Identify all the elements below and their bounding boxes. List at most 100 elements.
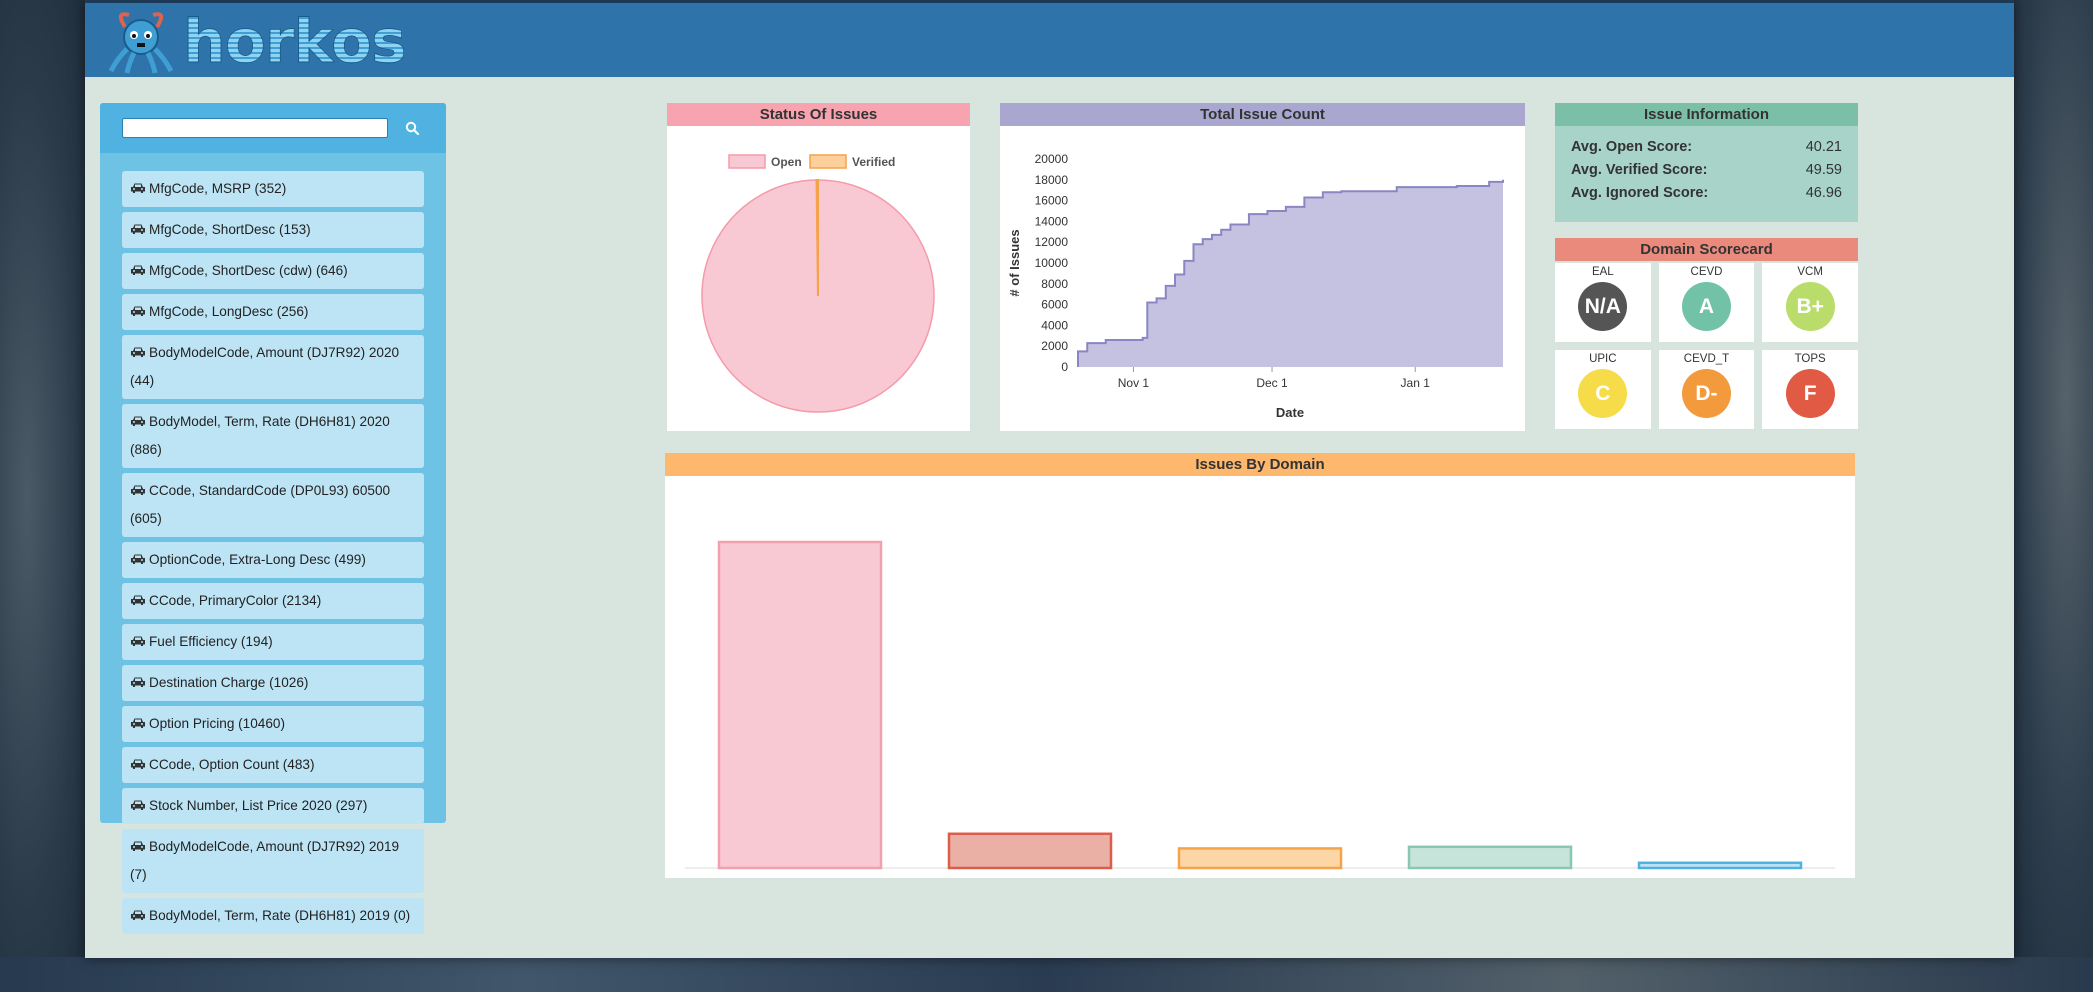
grade-badge[interactable]: A <box>1681 282 1731 331</box>
legend-swatch[interactable] <box>728 154 766 169</box>
sidebar-item[interactable]: Destination Charge (1026) <box>122 665 424 701</box>
legend-label: Open <box>771 155 802 169</box>
scorecard-cell: VCM B+ <box>1762 263 1858 342</box>
pie-slice-verified[interactable] <box>815 178 819 297</box>
top-navbar: horkos <box>85 0 2014 77</box>
panel-title: Issues By Domain <box>665 453 1855 476</box>
total-issue-count-panel: Total Issue Count 0 2000 4000 6000 8000 10000… <box>1000 103 1525 431</box>
domain-scorecard-panel: Domain Scorecard EAL N/A CEVD A VCM B+ UPIC C CE… <box>1555 238 1858 429</box>
info-label: Avg. Ignored Score: <box>1571 185 1709 201</box>
bar-dmi[interactable] <box>1637 861 1803 870</box>
scorecard-cell: CEVD A <box>1658 263 1755 342</box>
car-icon <box>131 910 145 920</box>
sidebar-item-label: Destination Charge (1026) <box>149 675 309 690</box>
sidebar-item-label: Option Pricing (10460) <box>149 716 286 731</box>
legend-label: Verified <box>852 155 895 169</box>
y-tick-label: 18000 <box>1035 173 1069 187</box>
status-of-issues-panel: Status Of Issues Open Verified <box>667 103 970 431</box>
scorecard-cell: TOPS F <box>1762 350 1858 429</box>
sidebar-item-label: MfgCode, LongDesc (256) <box>149 304 309 319</box>
sidebar-item-label: MfgCode, ShortDesc (cdw) (646) <box>149 263 348 278</box>
area-fill <box>1078 179 1503 367</box>
bar-cevd[interactable] <box>717 540 883 870</box>
car-icon <box>131 800 145 810</box>
sidebar-item[interactable]: CCode, Option Count (483) <box>122 747 424 783</box>
grade-badge[interactable]: B+ <box>1785 282 1835 331</box>
grade-badge[interactable]: F <box>1785 369 1835 418</box>
sidebar-item-label: Stock Number, List Price 2020 (297) <box>149 798 368 813</box>
rule-list: MfgCode, MSRP (352) MfgCode, ShortDesc (1… <box>122 171 424 939</box>
y-tick-label: 0 <box>1061 360 1068 374</box>
scorecard-cell: EAL N/A <box>1555 263 1651 342</box>
octopus-mascot-icon <box>108 12 174 74</box>
sidebar-item[interactable]: Fuel Efficiency (194) <box>122 624 424 660</box>
scorecard-domain-label: VCM <box>1797 266 1823 278</box>
sidebar-item-label: CCode, PrimaryColor (2134) <box>149 593 322 608</box>
info-value: 40.21 <box>1805 139 1842 155</box>
sidebar-item[interactable]: BodyModel, Term, Rate (DH6H81) 2020 (886… <box>122 404 424 468</box>
x-tick-label: Dec 1 <box>1256 376 1288 390</box>
scorecard-cell: CEVD_T D- <box>1658 350 1755 429</box>
sidebar-item[interactable]: Stock Number, List Price 2020 (297) <box>122 788 424 824</box>
scorecard-cell: UPIC C <box>1555 350 1651 429</box>
sidebar-item[interactable]: MfgCode, ShortDesc (153) <box>122 212 424 248</box>
search-button[interactable] <box>400 116 424 140</box>
y-tick-label: 6000 <box>1041 298 1068 312</box>
car-icon <box>131 347 145 357</box>
bar-upic[interactable] <box>1177 847 1343 870</box>
sidebar-item-label: BodyModel, Term, Rate (DH6H81) 2019 (0) <box>149 908 411 923</box>
bar-vcm[interactable] <box>947 832 1113 870</box>
search-icon <box>405 121 419 135</box>
area-line[interactable] <box>1077 179 1504 367</box>
desktop-background-right <box>2003 0 2093 992</box>
info-row-verified: Avg. Verified Score: 49.59 <box>1555 159 1858 182</box>
car-icon <box>131 595 145 605</box>
info-label: Avg. Verified Score: <box>1571 162 1708 178</box>
x-axis-title: Date <box>1276 405 1304 420</box>
y-tick-label: 2000 <box>1041 339 1068 353</box>
app-window: horkos MfgCode, MSRP (352) MfgCode, Short… <box>85 0 2014 958</box>
scorecard-domain-label: CEVD <box>1690 266 1723 278</box>
grade-badge[interactable]: N/A <box>1578 282 1628 331</box>
desktop-background-bottom <box>0 957 2093 992</box>
sidebar-item[interactable]: BodyModelCode, Amount (DJ7R92) 2019 (7) <box>122 829 424 893</box>
sidebar-item[interactable]: CCode, PrimaryColor (2134) <box>122 583 424 619</box>
bar-tops[interactable] <box>1407 845 1573 870</box>
sidebar-item[interactable]: CCode, StandardCode (DP0L93) 60500 (605) <box>122 473 424 537</box>
car-icon <box>131 554 145 564</box>
y-tick-label: 14000 <box>1035 214 1069 228</box>
grade-badge[interactable]: C <box>1578 369 1628 418</box>
panel-title: Domain Scorecard <box>1555 238 1858 261</box>
x-tick-label: Jan 1 <box>1401 376 1431 390</box>
status-pie-chart: Open Verified <box>701 154 935 413</box>
car-icon <box>131 224 145 234</box>
y-tick-label: 16000 <box>1035 194 1069 208</box>
sidebar-item-label: BodyModel, Term, Rate (DH6H81) 2020 (886… <box>130 414 390 457</box>
app-logo[interactable]: horkos <box>107 9 407 76</box>
scorecard-domain-label: EAL <box>1591 266 1614 278</box>
car-icon <box>131 265 145 275</box>
sidebar-item-label: CCode, StandardCode (DP0L93) 60500 (605) <box>130 483 391 526</box>
search-input[interactable] <box>122 118 388 138</box>
x-category-label: VCM <box>1016 877 1044 878</box>
issue-information-panel: Issue Information Avg. Open Score: 40.21… <box>1555 103 1858 222</box>
sidebar-item-label: BodyModelCode, Amount (DJ7R92) 2019 (7) <box>130 839 400 882</box>
y-tick-label: 20000 <box>1035 152 1069 166</box>
car-icon <box>131 183 145 193</box>
legend-swatch[interactable] <box>809 154 847 169</box>
sidebar-item[interactable]: Option Pricing (10460) <box>122 706 424 742</box>
grade-badge[interactable]: D- <box>1681 369 1731 418</box>
domain-bar-chart: CEVD VCM UPIC TOPS DMI <box>685 540 1835 891</box>
scorecard-domain-label: UPIC <box>1589 353 1617 365</box>
sidebar-item[interactable]: BodyModelCode, Amount (DJ7R92) 2020 (44) <box>122 335 424 399</box>
y-tick-label: 10000 <box>1035 256 1069 270</box>
sidebar-item-label: OptionCode, Extra-Long Desc (499) <box>149 552 366 567</box>
sidebar-item[interactable]: OptionCode, Extra-Long Desc (499) <box>122 542 424 578</box>
sidebar-item-label: BodyModelCode, Amount (DJ7R92) 2020 (44) <box>130 345 400 388</box>
car-icon <box>131 485 145 495</box>
info-label: Avg. Open Score: <box>1571 139 1693 155</box>
sidebar-item[interactable]: MfgCode, LongDesc (256) <box>122 294 424 330</box>
sidebar-item[interactable]: MfgCode, MSRP (352) <box>122 171 424 207</box>
sidebar-item[interactable]: MfgCode, ShortDesc (cdw) (646) <box>122 253 424 289</box>
sidebar-item[interactable]: BodyModel, Term, Rate (DH6H81) 2019 (0) <box>122 898 424 934</box>
